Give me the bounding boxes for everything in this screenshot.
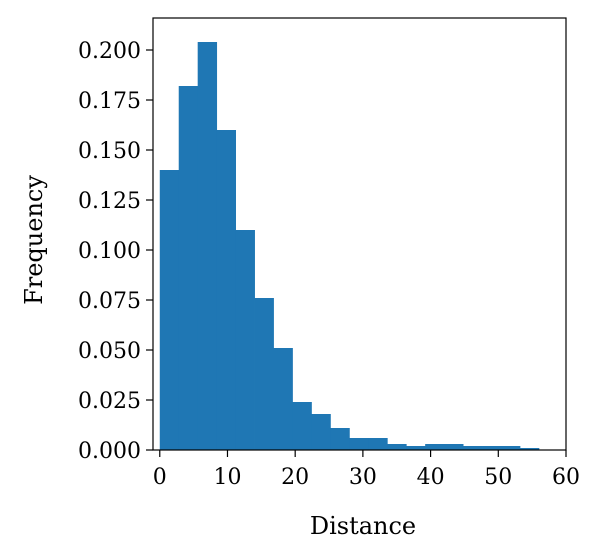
histogram-bar-10 — [349, 438, 369, 450]
y-tick-label-5: 0.125 — [78, 189, 141, 214]
x-tick-label-5: 50 — [484, 465, 512, 490]
histogram-bar-1 — [178, 86, 199, 450]
y-tick-label-0: 0.000 — [78, 439, 141, 464]
histogram-bar-3 — [216, 130, 236, 450]
x-tick-label-3: 30 — [349, 465, 377, 490]
x-tick-label-6: 60 — [552, 465, 580, 490]
histogram-bar-12 — [387, 444, 407, 450]
histogram-bar-4 — [235, 230, 255, 450]
y-tick-label-6: 0.150 — [78, 139, 141, 164]
x-tick-label-2: 20 — [281, 465, 309, 490]
x-axis: 0 10 20 30 40 50 60 — [153, 450, 580, 490]
histogram-bar-8 — [311, 414, 331, 450]
histogram-bar-13 — [406, 446, 426, 450]
y-axis-label: Frequency — [20, 175, 48, 305]
y-axis: 0.000 0.025 0.050 0.075 0.100 0.125 0.150 0.175… — [78, 39, 153, 464]
x-tick-label-0: 0 — [153, 465, 167, 490]
y-tick-label-7: 0.175 — [78, 89, 141, 114]
y-tick-label-1: 0.025 — [78, 389, 141, 414]
y-tick-label-4: 0.100 — [78, 239, 141, 264]
histogram-bar-7 — [292, 402, 312, 450]
plot-frame — [152, 17, 567, 451]
histogram-bar-6 — [273, 348, 293, 450]
histogram-bar-9 — [330, 428, 350, 450]
x-tick-label-1: 10 — [213, 465, 241, 490]
histogram-bar-19 — [519, 448, 540, 450]
histogram-bar-17 — [482, 446, 502, 450]
y-tick-label-3: 0.075 — [78, 289, 141, 314]
histogram-bars — [159, 42, 540, 450]
histogram-bar-15 — [444, 444, 464, 450]
y-tick-label-2: 0.050 — [78, 339, 141, 364]
histogram-bar-2 — [197, 42, 218, 450]
histogram-bar-18 — [501, 446, 521, 450]
histogram-bar-0 — [159, 170, 180, 450]
histogram-bar-14 — [425, 444, 445, 450]
y-tick-label-8: 0.200 — [78, 39, 141, 64]
histogram-bar-5 — [254, 298, 274, 450]
histogram-bar-11 — [368, 438, 388, 450]
x-axis-label: Distance — [310, 512, 416, 540]
histogram-bar-16 — [463, 446, 483, 450]
x-tick-label-4: 40 — [417, 465, 445, 490]
